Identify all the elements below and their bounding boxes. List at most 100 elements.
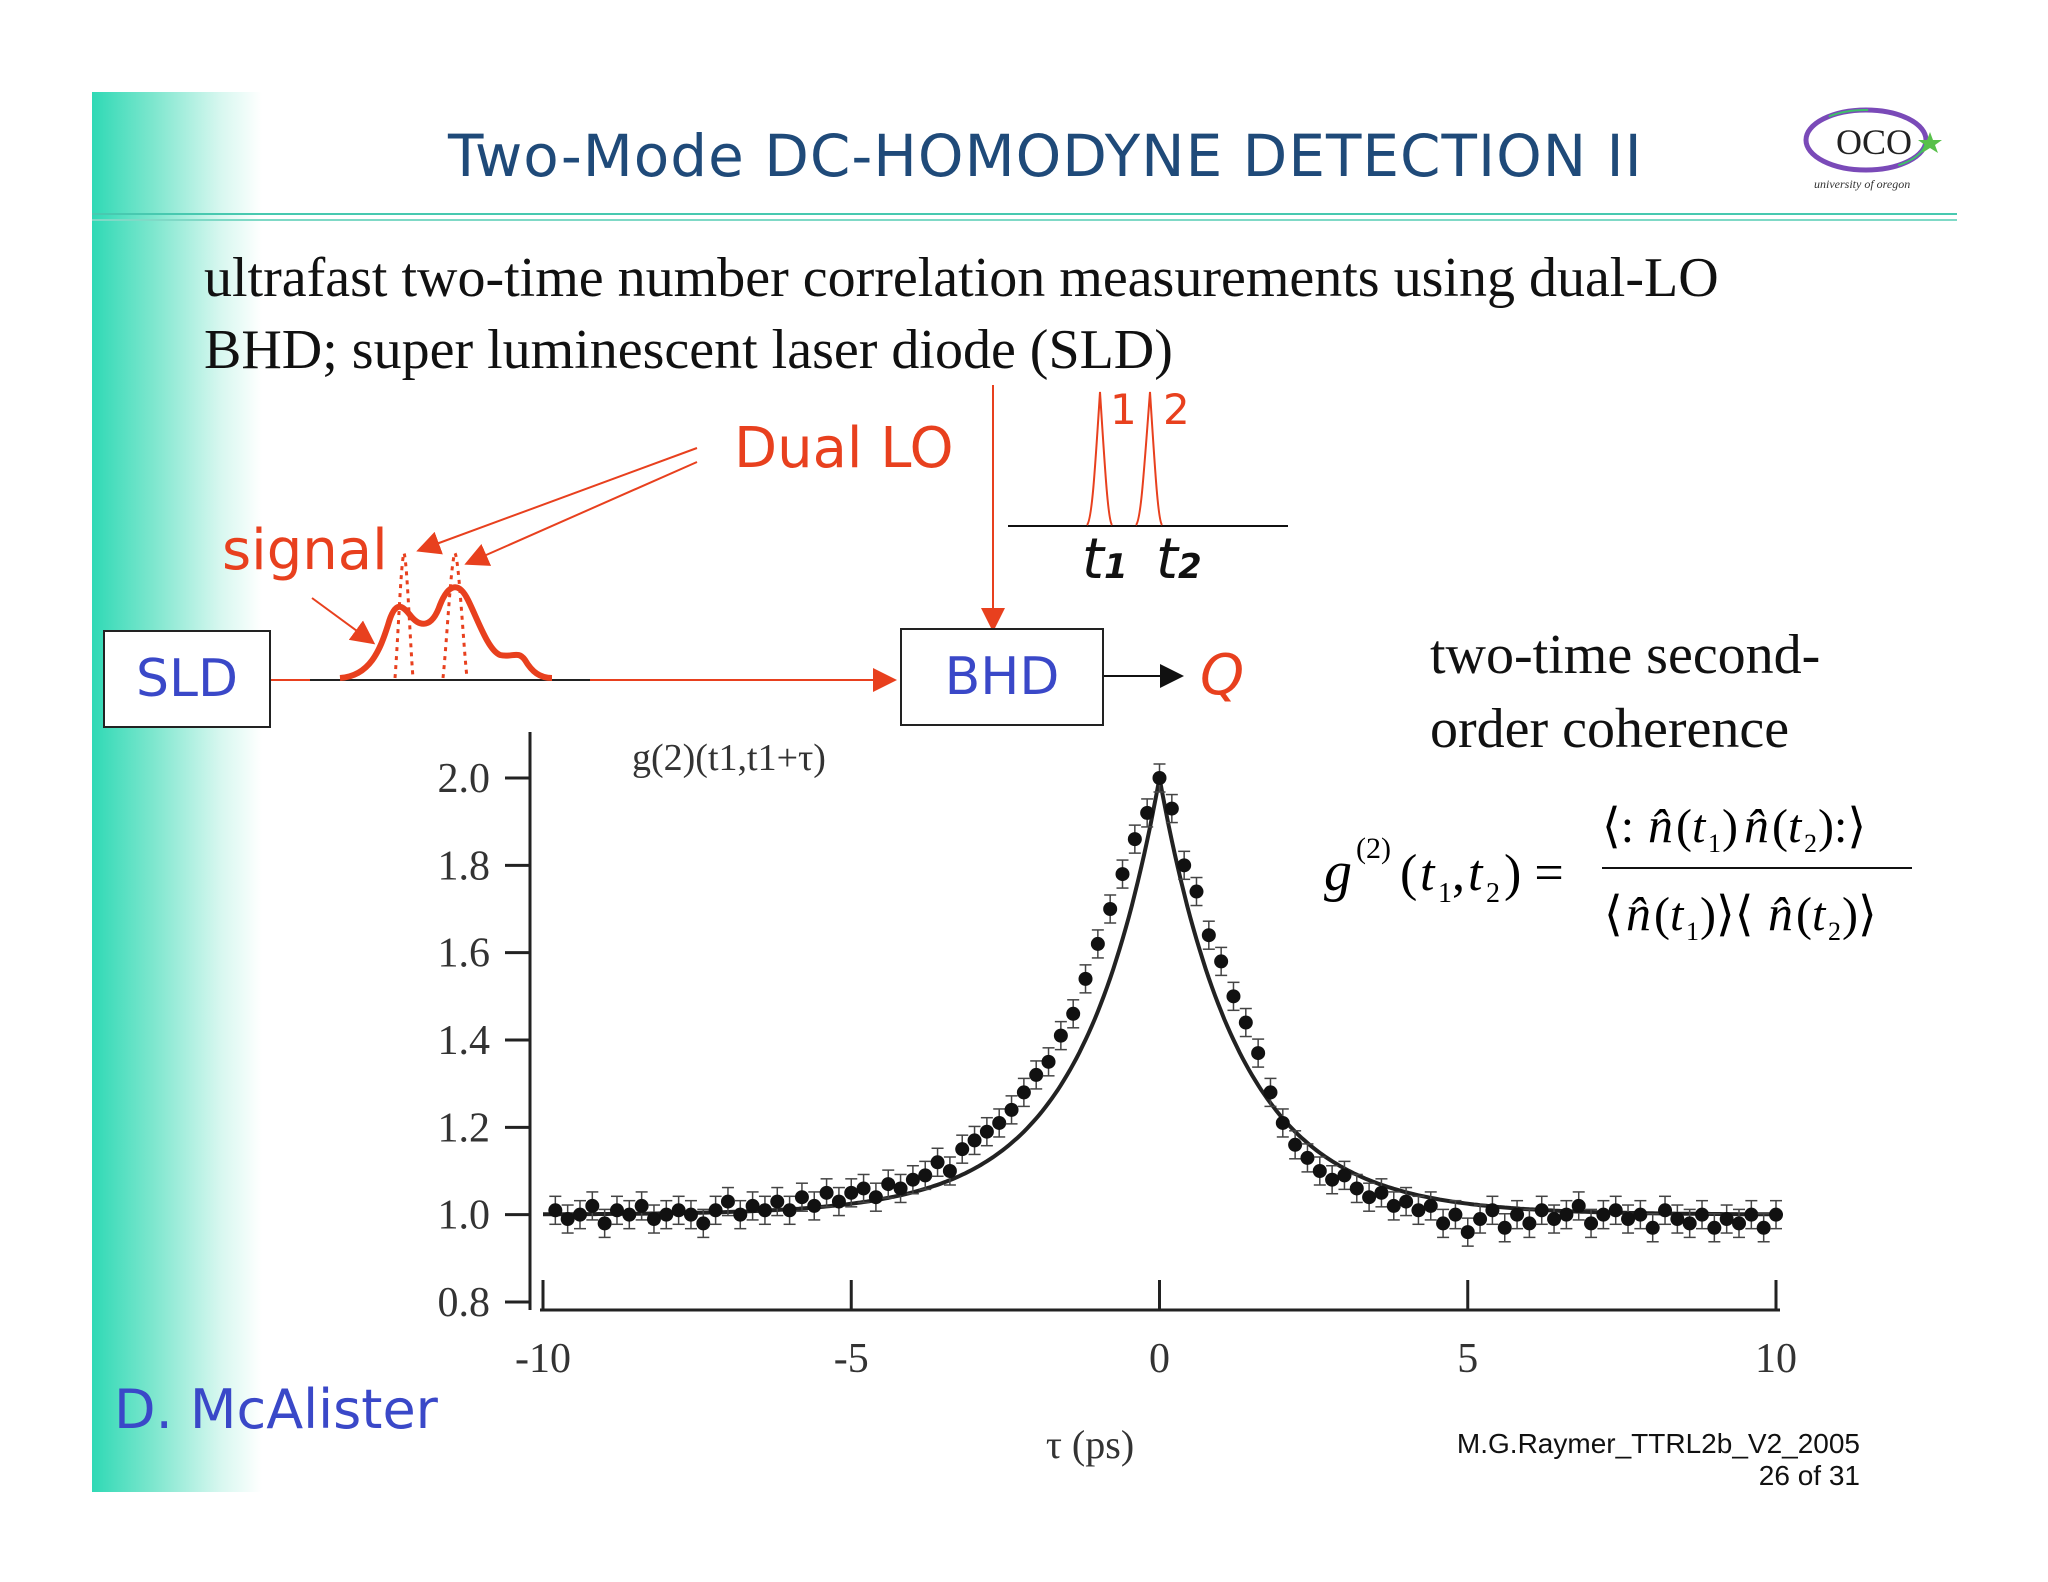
data-point: [1103, 902, 1118, 916]
svg-text:):⟩: ):⟩: [1818, 800, 1866, 853]
data-point: [1497, 1220, 1512, 1235]
data-point: [1374, 1185, 1389, 1200]
data-point: [844, 1185, 859, 1200]
sld-label: SLD: [135, 649, 239, 709]
sidebar-gradient: [92, 92, 262, 1492]
svg-text:1: 1: [1438, 878, 1452, 909]
title-rule-secondary: [92, 219, 1957, 221]
pulse-2-label: 2: [1163, 385, 1190, 434]
signal-waveform: [339, 584, 553, 681]
bhd-box: BHD: [900, 628, 1104, 726]
svg-text:2: 2: [1804, 829, 1817, 858]
data-point: [1214, 954, 1229, 969]
oco-logo: OCO university of oregon: [1803, 107, 1942, 191]
data-point: [1090, 936, 1105, 951]
data-point: [979, 1124, 994, 1139]
svg-text:) =: ) =: [1504, 845, 1564, 902]
data-point: [1769, 1207, 1783, 1222]
data-point: [1016, 1085, 1031, 1100]
coherence-line-1: two-time second-: [1430, 624, 1821, 686]
data-point: [1201, 928, 1216, 943]
y-tick-label: 1.0: [438, 1193, 491, 1239]
svg-text:g: g: [1324, 841, 1352, 903]
data-point: [1534, 1203, 1549, 1218]
data-point: [1522, 1216, 1537, 1231]
coherence-description: two-time second- order coherence: [1430, 618, 1820, 766]
data-point: [1362, 1190, 1377, 1205]
t2-label: t2: [1156, 527, 1202, 592]
svg-text:t: t: [1692, 800, 1707, 853]
svg-text:n̂: n̂: [1744, 797, 1769, 853]
data-point: [955, 1142, 970, 1157]
data-point: [1658, 1203, 1673, 1218]
data-point: [634, 1198, 649, 1213]
data-point: [1300, 1150, 1315, 1165]
data-point: [868, 1190, 883, 1205]
svg-text:t: t: [1812, 888, 1827, 941]
svg-text:⟨:: ⟨:: [1602, 800, 1634, 853]
sld-box: SLD: [103, 630, 271, 728]
dual-lo-arrow-1: [416, 447, 698, 555]
data-point: [1436, 1216, 1451, 1231]
data-point: [1115, 867, 1130, 882]
logo-subtext: university of oregon: [1814, 177, 1910, 191]
data-point: [1571, 1198, 1586, 1213]
data-point: [856, 1181, 871, 1196]
data-point: [1695, 1207, 1710, 1222]
dual-lo-arrow-2: [464, 461, 698, 566]
data-point: [720, 1194, 735, 1209]
data-point: [1621, 1212, 1636, 1227]
data-point: [942, 1164, 957, 1178]
svg-text:t: t: [1420, 845, 1436, 902]
data-point: [1645, 1220, 1660, 1235]
chart-fit-curve: [543, 777, 1776, 1217]
x-tick-label: -10: [515, 1336, 571, 1382]
dual-lo-label: Dual LO: [734, 416, 954, 481]
t1-label: t1: [1082, 527, 1128, 592]
signal-label: signal: [222, 518, 388, 583]
svg-text:n̂: n̂: [1626, 885, 1651, 941]
data-point: [1460, 1225, 1475, 1240]
svg-text:2: 2: [1486, 878, 1500, 909]
y-tick-label: 1.2: [438, 1105, 491, 1151]
footer-page: 26 of 31: [1758, 1460, 1860, 1491]
data-point: [1337, 1168, 1352, 1183]
data-point: [794, 1190, 809, 1205]
t1-subscript: 1: [1103, 547, 1128, 587]
x-tick-label: -5: [834, 1336, 869, 1382]
data-point: [1386, 1198, 1401, 1213]
data-point: [1325, 1172, 1340, 1187]
chart-axes: 2.0 1.8 1.6 1.4 1.2 1.0 0.8 -10 -5 0 5 10: [438, 732, 1797, 1382]
svg-text:n̂: n̂: [1648, 797, 1673, 853]
data-point: [967, 1133, 982, 1148]
coherence-line-2: order coherence: [1430, 698, 1790, 760]
data-point: [992, 1115, 1007, 1130]
g2-formula: g (2) ( t 1 , t 2 ) = ⟨: n̂ ( t 1 ) n̂ (…: [1324, 797, 1912, 946]
data-point: [1312, 1164, 1327, 1178]
data-point: [1473, 1212, 1488, 1227]
data-point: [1177, 858, 1192, 873]
y-tick-label: 0.8: [438, 1280, 491, 1326]
data-point: [1399, 1194, 1414, 1209]
data-point: [893, 1181, 908, 1196]
q-label: Q: [1200, 643, 1245, 708]
data-point: [782, 1203, 797, 1218]
data-point: [1707, 1220, 1722, 1235]
data-point: [1066, 1006, 1081, 1021]
data-point: [560, 1212, 575, 1227]
data-point: [1423, 1198, 1438, 1213]
svg-text:,: ,: [1452, 845, 1465, 902]
data-point: [1349, 1181, 1364, 1196]
data-point: [1510, 1207, 1525, 1222]
data-point: [1288, 1137, 1303, 1152]
data-point: [1744, 1207, 1759, 1222]
data-point: [881, 1177, 896, 1192]
data-point: [1127, 832, 1142, 847]
svg-text:1: 1: [1686, 917, 1699, 946]
intro-text: ultrafast two-time number correlation me…: [204, 247, 1719, 381]
svg-text:t: t: [1670, 888, 1685, 941]
g2-chart: 2.01.81.61.41.21.00.8-10 -5 0 5 10 g(2)(t1,t…: [438, 732, 1797, 1467]
footer-filename: M.G.Raymer_TTRL2b_V2_2005: [1456, 1428, 1860, 1459]
svg-text:n̂: n̂: [1768, 885, 1793, 941]
